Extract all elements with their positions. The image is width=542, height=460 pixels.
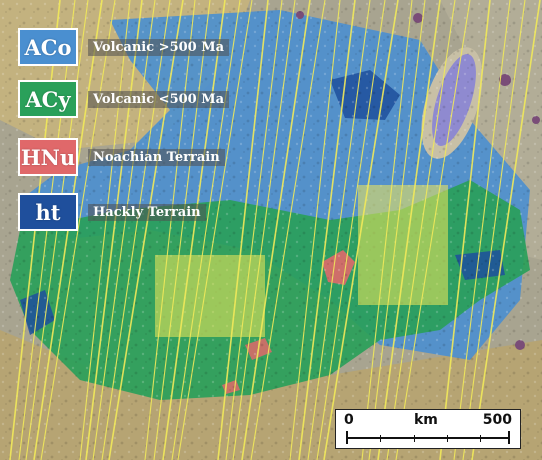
scale-bar-start-label: 0 xyxy=(344,412,354,428)
scale-bar-unit-label: km xyxy=(414,412,438,428)
track-line xyxy=(361,0,413,460)
legend-label-acy: Volcanic <500 Ma xyxy=(88,90,230,108)
track-line xyxy=(316,0,386,460)
scale-bar: 0 km 500 xyxy=(335,409,521,449)
track-line xyxy=(386,0,456,460)
scale-bar-tick xyxy=(480,435,481,442)
track-line xyxy=(92,0,156,460)
legend-row-aco: ACo Volcanic >500 Ma xyxy=(18,27,230,67)
legend-swatch-acy: ACy xyxy=(18,80,78,118)
track-line xyxy=(40,0,116,460)
track-line xyxy=(368,0,426,460)
track-swath-west xyxy=(155,255,265,337)
legend-swatch-aco: ACo xyxy=(18,28,78,66)
track-line xyxy=(171,0,241,460)
scale-bar-end-label: 500 xyxy=(482,412,512,428)
scale-bar-tick xyxy=(414,435,415,442)
legend-label-aco: Volcanic >500 Ma xyxy=(88,38,230,56)
track-line xyxy=(395,0,471,460)
legend-row-acy: ACy Volcanic <500 Ma xyxy=(18,79,230,119)
track-line xyxy=(144,0,196,460)
track-line xyxy=(289,0,341,460)
legend-swatch-ht: ht xyxy=(18,193,78,231)
track-line xyxy=(241,0,311,460)
track-line xyxy=(471,0,541,460)
legend-row-hnu: HNu Noachian Terrain xyxy=(18,137,225,177)
scale-bar-tick xyxy=(346,431,348,444)
track-line xyxy=(439,0,491,460)
legend-swatch-hnu: HNu xyxy=(18,138,78,176)
track-line xyxy=(462,0,526,460)
track-line xyxy=(453,0,511,460)
track-line xyxy=(79,0,131,460)
scale-bar-line xyxy=(346,437,510,439)
track-line xyxy=(298,0,356,460)
track-line xyxy=(232,0,296,460)
scale-bar-tick xyxy=(380,435,381,442)
legend-label-hnu: Noachian Terrain xyxy=(88,148,225,166)
track-line xyxy=(153,0,211,460)
track-lines xyxy=(9,0,541,460)
scale-bar-tick xyxy=(508,431,510,444)
track-line xyxy=(162,0,226,460)
track-line xyxy=(307,0,371,460)
scale-bar-tick xyxy=(447,435,448,442)
track-swath-east xyxy=(358,185,448,305)
track-line xyxy=(225,0,283,460)
track-line xyxy=(108,0,184,460)
track-line xyxy=(377,0,441,460)
track-line xyxy=(217,0,269,460)
track-line xyxy=(323,0,399,460)
track-line xyxy=(177,0,253,460)
legend-label-ht: Hackly Terrain xyxy=(88,203,206,221)
track-line xyxy=(85,0,143,460)
track-line xyxy=(250,0,326,460)
track-line xyxy=(101,0,171,460)
legend-row-ht: ht Hackly Terrain xyxy=(18,192,206,232)
